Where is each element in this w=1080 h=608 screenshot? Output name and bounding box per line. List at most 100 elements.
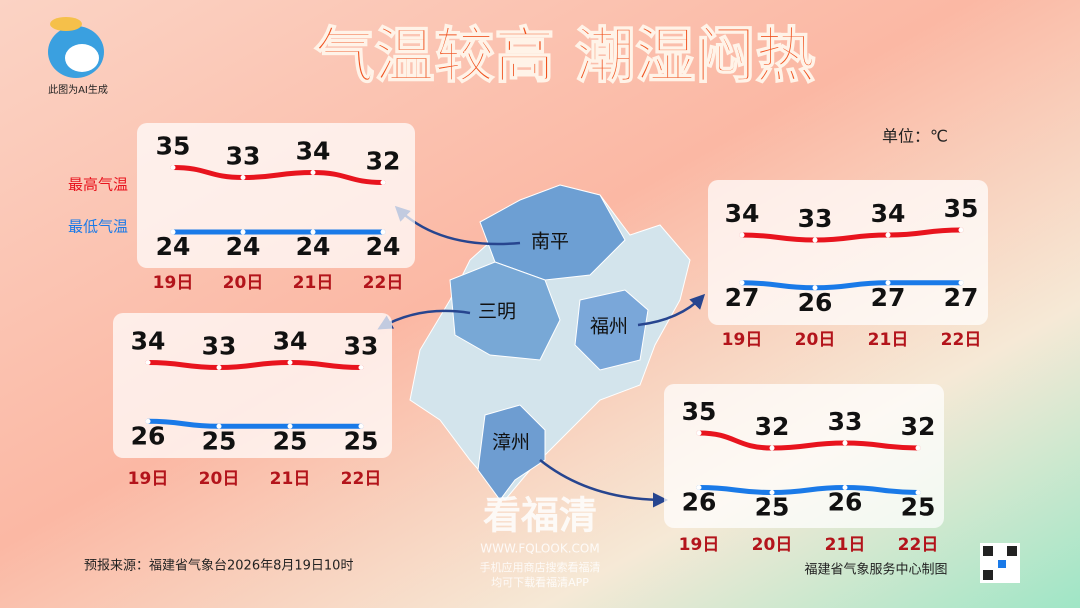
value-label: 25	[344, 426, 379, 455]
value-label: 33	[202, 332, 237, 361]
temp-point	[696, 485, 702, 490]
temp-point	[216, 423, 222, 429]
producer: 福建省气象服务中心制图	[804, 562, 947, 578]
value-label: 24	[366, 232, 401, 261]
watermark: 看福清 WWW.FQLOOK.COM 手机应用商店搜索看福清 均可下载看福清AP…	[480, 494, 601, 590]
temp-point	[958, 280, 964, 286]
title: 气温较高 潮湿闷热	[315, 22, 816, 92]
temp-point	[380, 229, 386, 235]
temp-point	[915, 445, 921, 451]
date-label: 21日	[293, 273, 334, 293]
city-label: 漳州	[492, 432, 530, 454]
date-label: 22日	[898, 535, 939, 555]
value-label: 32	[901, 412, 936, 441]
temp-line	[145, 418, 364, 429]
temp-point	[812, 285, 818, 291]
unit: 单位：℃	[882, 127, 948, 146]
date-label: 19日	[679, 535, 720, 555]
date-label: 20日	[223, 273, 264, 293]
value-label: 32	[755, 412, 790, 441]
temp-point	[915, 490, 921, 495]
value-label: 25	[755, 493, 790, 522]
value-label: 34	[131, 327, 166, 356]
value-label: 34	[725, 199, 760, 228]
value-label: 25	[273, 426, 308, 455]
temp-point	[885, 280, 891, 286]
value-label: 26	[798, 288, 833, 317]
value-label: 34	[871, 199, 906, 228]
temp-line	[170, 165, 386, 185]
qr-code	[980, 543, 1020, 583]
date-label: 21日	[825, 535, 866, 555]
date-label: 21日	[270, 469, 311, 489]
temp-point	[739, 232, 745, 238]
temp-point	[842, 485, 848, 490]
temp-line	[696, 484, 921, 496]
temp-point	[696, 430, 702, 436]
temp-point	[240, 175, 246, 180]
temp-point	[240, 229, 246, 235]
value-label: 27	[944, 283, 979, 312]
date-label: 20日	[199, 469, 240, 489]
temp-point	[769, 445, 775, 451]
date-label: 22日	[941, 330, 982, 350]
value-label: 34	[296, 137, 331, 166]
ai-note: 此图为AI生成	[48, 83, 108, 96]
watermark-name: 看福清	[483, 494, 597, 538]
temp-point	[287, 360, 293, 365]
temp-point	[958, 227, 964, 233]
value-label: 24	[226, 232, 261, 261]
temp-line	[739, 227, 964, 243]
date-label: 19日	[722, 330, 763, 350]
temp-line	[739, 280, 964, 291]
temp-point	[358, 423, 364, 429]
value-label: 25	[202, 426, 237, 455]
date-label: 22日	[363, 273, 404, 293]
mascot	[48, 17, 104, 78]
temp-point	[358, 365, 364, 370]
value-label: 26	[131, 421, 166, 450]
temp-point	[145, 360, 151, 365]
temp-point	[769, 490, 775, 495]
value-label: 32	[366, 147, 401, 176]
value-label: 24	[156, 232, 191, 261]
temp-point	[287, 423, 293, 429]
temp-point	[170, 229, 176, 235]
date-label: 19日	[153, 273, 194, 293]
temp-line	[696, 430, 921, 451]
value-label: 33	[798, 204, 833, 233]
value-label: 35	[944, 194, 979, 223]
temp-point	[310, 170, 316, 175]
temp-point	[812, 237, 818, 243]
value-label: 33	[344, 332, 379, 361]
value-label: 25	[901, 493, 936, 522]
temp-point	[170, 165, 176, 170]
date-label: 22日	[341, 469, 382, 489]
date-label: 21日	[868, 330, 909, 350]
date-label: 20日	[752, 535, 793, 555]
panel	[708, 180, 988, 325]
legend-high: 最高气温	[68, 176, 128, 194]
value-label: 27	[871, 283, 906, 312]
temp-point	[739, 280, 745, 286]
temp-point	[380, 180, 386, 185]
watermark-line: 均可下载看福清APP	[491, 575, 589, 589]
value-label: 27	[725, 283, 760, 312]
region-sanming	[449, 261, 561, 361]
watermark-url: WWW.FQLOOK.COM	[480, 542, 599, 556]
source: 预报来源：福建省气象台2026年8月19日10时	[84, 558, 353, 574]
value-label: 33	[828, 407, 863, 436]
region-zhangzhou	[477, 404, 546, 501]
value-label: 26	[828, 488, 863, 517]
region-fuzhou	[574, 289, 649, 371]
watermark-line: 手机应用商店搜索看福清	[480, 560, 601, 574]
city-label: 三明	[478, 301, 516, 323]
temp-line	[145, 359, 364, 371]
map	[409, 184, 691, 501]
value-label: 35	[156, 132, 191, 161]
value-label: 24	[296, 232, 331, 261]
value-label: 33	[226, 142, 261, 171]
city-label: 福州	[590, 316, 628, 338]
city-label: 南平	[531, 231, 569, 253]
